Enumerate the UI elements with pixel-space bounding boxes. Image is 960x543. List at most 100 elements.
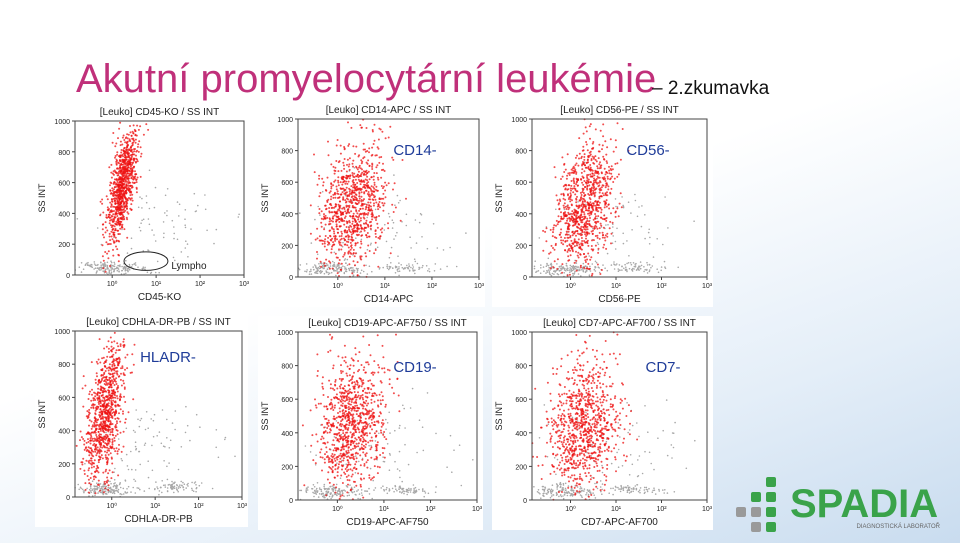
event-dot	[367, 185, 370, 188]
event-dot	[356, 241, 359, 244]
event-dot	[598, 191, 601, 194]
event-dot	[365, 127, 368, 129]
event-dot	[115, 209, 118, 212]
event-dot	[99, 385, 102, 388]
event-dot	[555, 224, 557, 227]
event-dot	[122, 203, 125, 206]
event-dot	[100, 454, 103, 457]
x-tick-label: 10³	[472, 506, 483, 513]
event-dot	[344, 490, 347, 492]
event-dot	[107, 447, 110, 450]
event-dot	[591, 233, 594, 235]
event-dot	[586, 187, 589, 190]
event-dot	[334, 196, 337, 199]
event-dot	[373, 202, 375, 205]
event-dot	[584, 225, 587, 228]
event-dot	[101, 412, 104, 415]
event-dot	[367, 159, 370, 162]
event-dot	[93, 478, 95, 481]
event-dot	[193, 482, 196, 484]
event-dot	[324, 235, 327, 237]
event-dot	[576, 195, 578, 198]
event-dot	[316, 487, 318, 490]
event-dot	[366, 172, 368, 175]
event-dot	[105, 409, 108, 412]
event-dot	[589, 164, 592, 166]
event-dot	[357, 224, 360, 227]
event-dot	[565, 208, 568, 210]
event-dot	[612, 223, 614, 225]
event-dot	[110, 395, 113, 398]
event-dot	[360, 234, 363, 237]
event-dot	[99, 392, 102, 395]
event-dot	[124, 196, 127, 199]
event-dot	[113, 205, 116, 208]
event-dot	[593, 186, 596, 189]
event-dot	[112, 378, 115, 380]
event-dot	[358, 220, 361, 223]
event-dot	[84, 263, 87, 266]
event-dot	[570, 246, 573, 249]
event-dot	[338, 217, 341, 220]
event-dot	[88, 491, 90, 494]
event-dot	[401, 221, 403, 223]
event-dot	[597, 266, 600, 268]
event-dot	[372, 204, 375, 207]
event-dot	[612, 181, 615, 183]
event-dot	[347, 180, 350, 183]
event-dot	[121, 367, 124, 369]
event-dot	[323, 242, 326, 245]
event-dot	[582, 226, 585, 229]
event-dot	[338, 240, 340, 243]
event-dot	[617, 173, 620, 176]
event-dot	[148, 487, 150, 490]
event-dot	[349, 192, 352, 195]
event-dot	[90, 406, 93, 409]
event-dot	[340, 169, 343, 172]
plot-header: [Leuko] CD14-APC / SS INT	[326, 105, 452, 116]
event-dot	[603, 158, 605, 160]
event-dot	[587, 155, 590, 158]
event-dot	[87, 449, 90, 452]
event-dot	[139, 488, 141, 491]
event-dot	[109, 413, 111, 416]
event-dot	[101, 198, 104, 201]
event-dot	[348, 494, 350, 497]
event-dot	[120, 181, 123, 184]
event-dot	[106, 479, 109, 482]
event-dot	[327, 488, 330, 490]
event-dot	[376, 146, 379, 149]
event-dot	[581, 200, 584, 203]
event-dot	[575, 242, 578, 245]
event-dot	[609, 192, 612, 195]
event-dot	[95, 434, 98, 436]
event-dot	[177, 487, 180, 489]
event-dot	[586, 242, 589, 245]
event-dot	[327, 266, 330, 269]
event-dot	[319, 269, 322, 272]
event-dot	[144, 266, 146, 269]
logo-square	[751, 492, 761, 502]
event-dot	[325, 248, 328, 251]
event-dot	[322, 493, 324, 495]
event-dot	[565, 214, 568, 217]
event-dot	[613, 261, 615, 263]
event-dot	[622, 204, 624, 207]
event-dot	[348, 250, 351, 253]
event-dot	[103, 431, 106, 434]
event-dot	[100, 421, 103, 424]
y-tick-label: 200	[281, 464, 293, 471]
event-dot	[119, 144, 122, 147]
event-dot	[167, 484, 170, 486]
event-dot	[125, 192, 128, 195]
event-dot	[345, 180, 348, 183]
event-dot	[147, 427, 149, 429]
event-dot	[624, 263, 626, 266]
event-dot	[465, 232, 467, 234]
event-dot	[367, 170, 370, 173]
event-dot	[356, 230, 359, 233]
event-dot	[109, 216, 112, 219]
event-dot	[575, 262, 577, 264]
event-dot	[359, 212, 362, 215]
event-dot	[113, 331, 116, 334]
